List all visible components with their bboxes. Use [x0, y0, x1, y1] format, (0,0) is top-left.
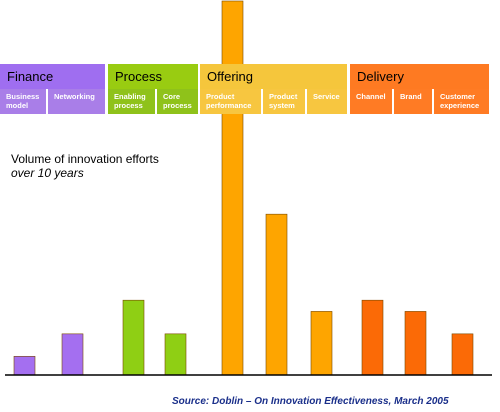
category-label-enabling-process: Enabling process [108, 89, 155, 114]
category-label-service: Service [307, 89, 347, 114]
chart-subtitle: over 10 years [11, 166, 84, 180]
bar-customer-experience [451, 333, 474, 376]
group-header-offering: Offering [200, 64, 347, 89]
group-header-delivery: Delivery [350, 64, 489, 89]
category-label-product-performance: Product performance [200, 89, 261, 114]
category-label-networking: Networking [48, 89, 105, 114]
category-label-brand: Brand [394, 89, 432, 114]
bar-channel [361, 299, 384, 376]
bar-business-model [13, 355, 36, 376]
bar-networking [61, 333, 84, 376]
bar-brand [404, 311, 427, 376]
group-header-process: Process [108, 64, 198, 89]
category-label-business-model: Business model [0, 89, 46, 114]
bar-enabling-process [122, 299, 145, 376]
bars-group [13, 0, 474, 376]
bar-core-process [164, 333, 187, 376]
source-note: Source: Doblin – On Innovation Effective… [172, 396, 449, 407]
bar-service [310, 311, 333, 376]
chart-title: Volume of innovation efforts [11, 152, 159, 166]
bar-product-performance [221, 0, 244, 376]
group-header-finance: Finance [0, 64, 105, 89]
category-label-product-system: Product system [263, 89, 305, 114]
category-label-core-process: Core process [157, 89, 198, 114]
bar-product-system [265, 213, 288, 376]
category-label-channel: Channel [350, 89, 392, 114]
category-label-customer-experience: Customer experience [434, 89, 489, 114]
